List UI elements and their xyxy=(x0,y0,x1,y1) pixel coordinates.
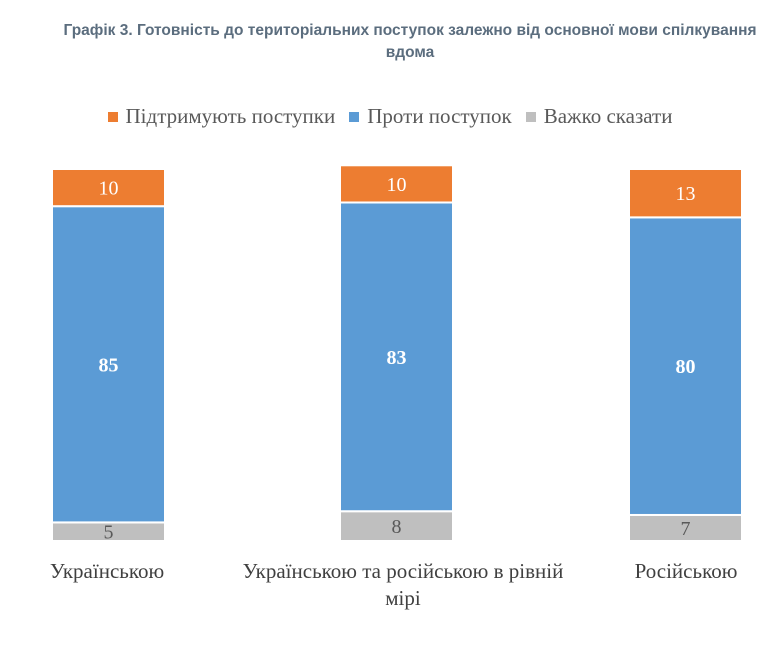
category-label-ukrainian: Українською xyxy=(49,559,165,583)
legend-label-against: Проти поступок xyxy=(367,104,512,128)
bar-russian-against xyxy=(628,216,743,516)
legend-label-support: Підтримують поступки xyxy=(125,104,336,128)
legend-swatch-hard-to-say xyxy=(525,111,536,122)
data-label-ukrainian-support: 10 xyxy=(99,178,119,200)
data-label-both-support: 10 xyxy=(387,174,407,196)
data-label-russian-hard-to-say: 7 xyxy=(681,518,691,540)
legend-swatch-support xyxy=(107,111,118,122)
bar-ukrainian-support xyxy=(51,168,166,208)
data-label-russian-support: 13 xyxy=(676,183,696,205)
bar-both-support xyxy=(339,164,454,204)
data-label-both-hard-to-say: 8 xyxy=(392,516,402,538)
data-label-russian-against: 80 xyxy=(676,356,696,378)
chart-title: Графік 3. Готовність до територіальних п… xyxy=(63,22,757,61)
data-label-both-against: 83 xyxy=(387,347,407,369)
bar-russian-support xyxy=(628,168,743,219)
legend: Підтримують поступки Проти поступок Важк… xyxy=(0,104,780,129)
category-label-both: Українською та російською в рівній мірі xyxy=(242,559,564,610)
legend-label-hard-to-say: Важко сказати xyxy=(543,104,673,128)
data-label-ukrainian-against: 85 xyxy=(99,354,119,376)
legend-item-against: Проти поступок xyxy=(349,104,512,129)
category-label-russian: Російською xyxy=(634,559,738,583)
bar-both-against xyxy=(339,201,454,513)
data-label-ukrainian-hard-to-say: 5 xyxy=(104,522,114,544)
legend-item-hard-to-say: Важко сказати xyxy=(525,104,673,129)
legend-item-support: Підтримують поступки xyxy=(107,104,336,129)
legend-swatch-against xyxy=(349,111,360,122)
bar-russian-hard-to-say xyxy=(628,513,743,543)
